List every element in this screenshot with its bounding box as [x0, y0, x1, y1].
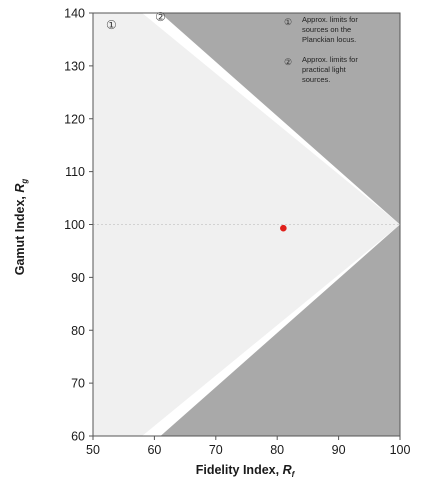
y-tick-label: 140 — [64, 7, 85, 21]
x-tick-label: 70 — [209, 443, 223, 457]
legend-label-2-line-2: practical light — [302, 65, 347, 74]
y-tick-label: 70 — [71, 377, 85, 391]
y-axis-ticks: 60 70 80 90 100 110 120 130 140 — [64, 7, 93, 444]
legend-label-2-line-3: sources. — [302, 75, 330, 84]
region-2-shading — [160, 13, 400, 436]
x-tick-label: 50 — [86, 443, 100, 457]
legend-label-1-line-1: Approx. limits for — [302, 15, 358, 24]
x-tick-label: 90 — [332, 443, 346, 457]
x-tick-label: 60 — [147, 443, 161, 457]
region-2-marker: ② — [155, 10, 166, 24]
legend-label-1-line-3: Planckian locus. — [302, 35, 356, 44]
legend-label-1-line-2: sources on the — [302, 25, 351, 34]
y-axis-title: Gamut Index, Rg — [13, 179, 29, 276]
y-tick-label: 130 — [64, 59, 85, 73]
legend-marker-1: ① — [284, 17, 292, 27]
x-axis-title: Fidelity Index, Rf — [196, 463, 296, 479]
y-tick-label: 100 — [64, 218, 85, 232]
y-tick-label: 60 — [71, 430, 85, 444]
x-tick-label: 100 — [390, 443, 411, 457]
y-tick-label: 120 — [64, 112, 85, 126]
legend-label-2-line-1: Approx. limits for — [302, 55, 358, 64]
y-tick-label: 80 — [71, 324, 85, 338]
x-axis-ticks: 50 60 70 80 90 100 — [86, 436, 410, 457]
y-tick-label: 90 — [71, 271, 85, 285]
x-tick-label: 80 — [270, 443, 284, 457]
data-point-1 — [280, 224, 287, 232]
region-1-marker: ① — [106, 18, 117, 32]
plot-area: ①② — [92, 10, 401, 437]
legend-marker-2: ② — [284, 57, 292, 67]
y-tick-label: 110 — [65, 165, 85, 179]
